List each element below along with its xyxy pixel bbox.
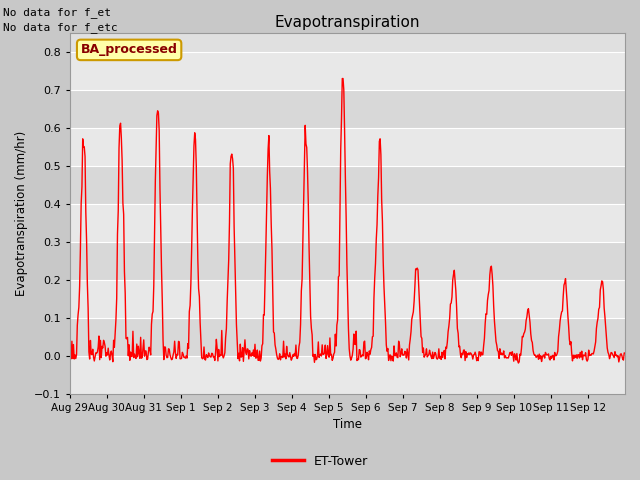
Bar [70,204,625,242]
X-axis label: Time: Time [333,419,362,432]
Bar [70,51,625,90]
Bar [70,242,625,280]
Text: No data for f_etc: No data for f_etc [3,22,118,33]
Text: BA_processed: BA_processed [81,43,177,56]
Bar [70,318,625,356]
Bar [70,90,625,128]
Bar [70,280,625,318]
Y-axis label: Evapotranspiration (mm/hr): Evapotranspiration (mm/hr) [15,131,28,296]
Text: No data for f_et: No data for f_et [3,7,111,18]
Title: Evapotranspiration: Evapotranspiration [275,15,420,30]
Bar [70,166,625,204]
Bar [70,356,625,394]
Legend: ET-Tower: ET-Tower [268,450,372,473]
Bar [70,128,625,166]
